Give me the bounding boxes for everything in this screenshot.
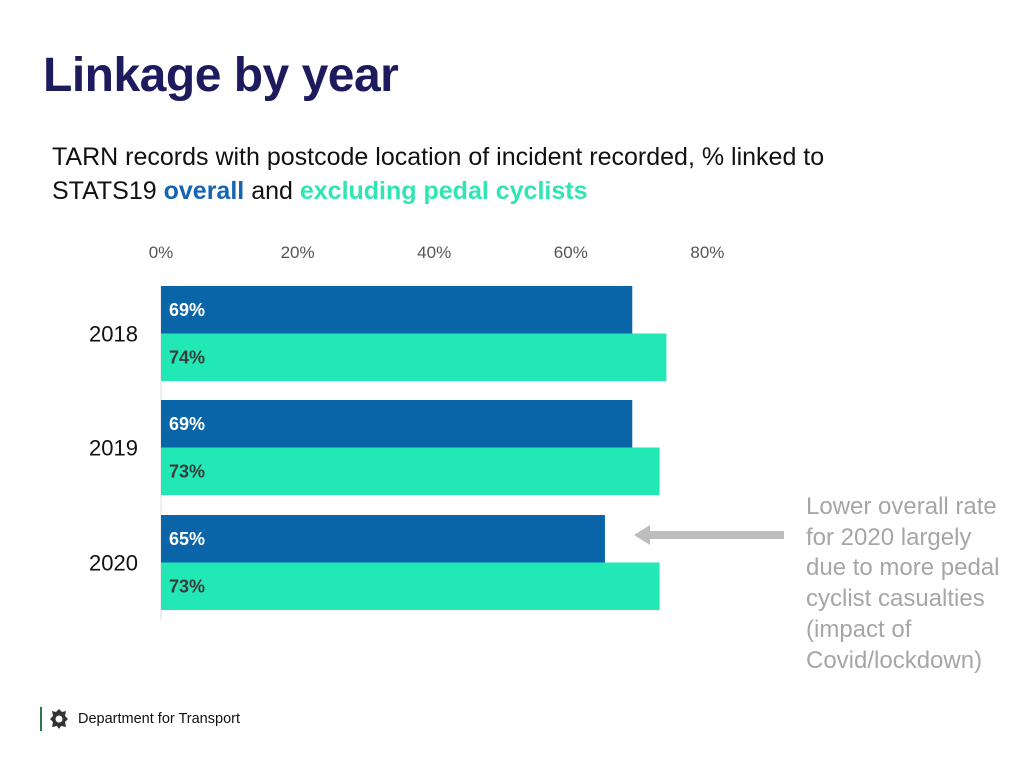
data-label-excluding: 73% — [169, 461, 205, 481]
x-tick-label: 60% — [554, 243, 588, 262]
subtitle-overall-highlight: overall — [163, 177, 245, 205]
category-label: 2020 — [89, 551, 138, 576]
category-labels: 2018 2019 2020 — [89, 322, 138, 576]
x-tick-label: 80% — [690, 243, 724, 262]
department-logo: Department for Transport — [40, 706, 240, 732]
bar-excluding-2019 — [161, 447, 660, 495]
bar-excluding-2020 — [161, 562, 660, 610]
data-label-overall: 65% — [169, 529, 205, 549]
bar-chart: 0% 20% 40% 60% 80% 2018 2019 2020 69% 74% 69% 73%… — [89, 243, 725, 620]
bars — [161, 286, 667, 610]
x-tick-label: 40% — [417, 243, 451, 262]
x-axis-ticks: 0% 20% 40% 60% 80% — [149, 243, 725, 262]
annotation-text: Lower overall rate for 2020 largely due … — [806, 493, 1000, 674]
data-label-overall: 69% — [169, 414, 205, 434]
left-arrow-icon — [634, 525, 784, 545]
bar-overall-2020 — [161, 515, 605, 563]
data-label-overall: 69% — [169, 300, 205, 320]
subtitle-excluding-highlight: excluding pedal cyclists — [299, 177, 588, 205]
data-label-excluding: 73% — [169, 576, 205, 596]
category-label: 2019 — [89, 436, 138, 461]
data-label-excluding: 74% — [169, 347, 205, 367]
category-label: 2018 — [89, 322, 138, 347]
bar-labels: 69% 74% 69% 73% 65% 73% — [169, 300, 205, 597]
royal-crest-icon — [50, 709, 68, 729]
x-tick-label: 20% — [281, 243, 315, 262]
page-title: Linkage by year — [43, 49, 399, 102]
logo-text: Department for Transport — [78, 711, 240, 727]
logo-rule — [40, 707, 42, 731]
subtitle-prefix: TARN records with postcode location of i… — [52, 143, 825, 205]
subtitle-and: and — [251, 177, 293, 205]
bar-excluding-2018 — [161, 333, 667, 381]
bar-overall-2018 — [161, 286, 633, 334]
x-tick-label: 0% — [149, 243, 174, 262]
bar-overall-2019 — [161, 400, 633, 448]
chart-subtitle: TARN records with postcode location of i… — [52, 140, 932, 208]
